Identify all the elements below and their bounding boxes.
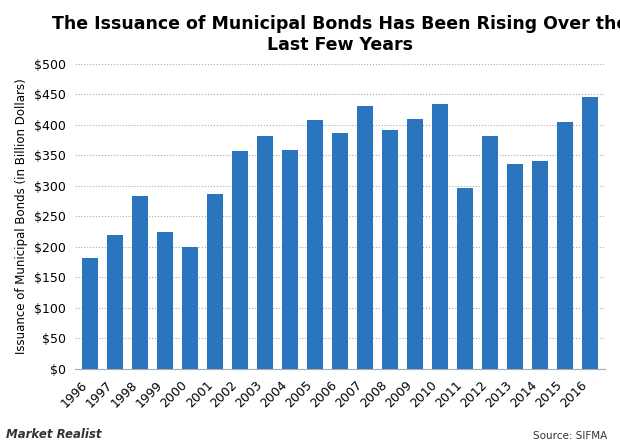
- Bar: [507, 164, 523, 369]
- Bar: [482, 136, 498, 369]
- Bar: [582, 97, 598, 369]
- Bar: [132, 195, 148, 369]
- Bar: [257, 136, 273, 369]
- Bar: [157, 232, 174, 369]
- Bar: [82, 258, 99, 369]
- Bar: [382, 130, 398, 369]
- Bar: [557, 122, 573, 369]
- Bar: [232, 151, 249, 369]
- Bar: [282, 150, 298, 369]
- Y-axis label: Issuance of Municipal Bonds (in Billion Dollars): Issuance of Municipal Bonds (in Billion …: [15, 78, 28, 354]
- Bar: [307, 120, 323, 369]
- Bar: [457, 187, 473, 369]
- Title: The Issuance of Municipal Bonds Has Been Rising Over the
Last Few Years: The Issuance of Municipal Bonds Has Been…: [52, 15, 620, 54]
- Bar: [207, 194, 223, 369]
- Bar: [182, 247, 198, 369]
- Bar: [107, 234, 123, 369]
- Text: Source: SIFMA: Source: SIFMA: [533, 431, 608, 441]
- Text: Market Realist: Market Realist: [6, 428, 102, 441]
- Bar: [407, 119, 423, 369]
- Bar: [432, 104, 448, 369]
- Bar: [357, 106, 373, 369]
- Bar: [332, 132, 348, 369]
- Bar: [532, 161, 548, 369]
